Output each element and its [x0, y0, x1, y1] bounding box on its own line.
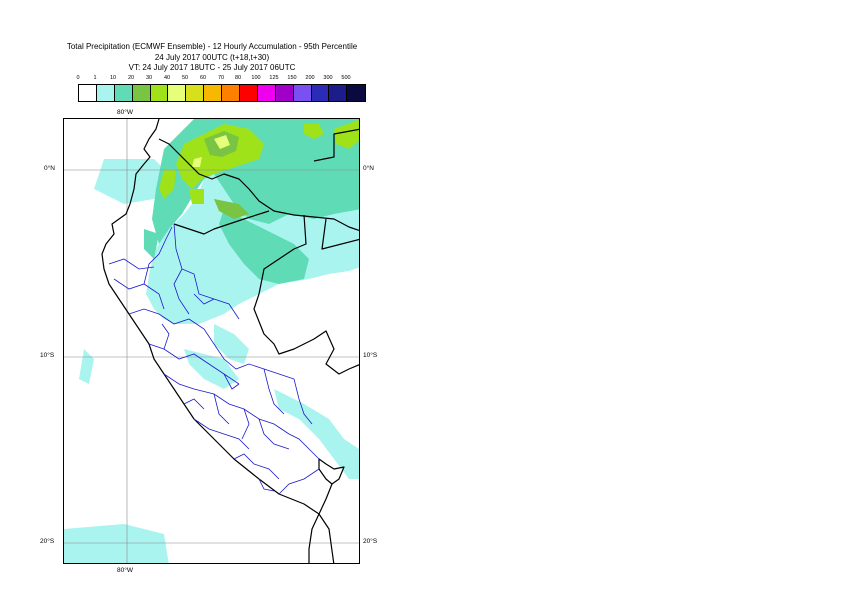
- legend-tick: 1: [93, 75, 97, 81]
- lat-label-left-20s: 20°S: [40, 538, 55, 545]
- title-line-2: 24 July 2017 00UTC (t+18,t+30): [154, 52, 270, 62]
- lat-label-right-20s: 20°S: [363, 538, 378, 545]
- legend-tick-labels: 0 1 10 20 30 40 50 60 70 80 100 125 150 …: [0, 75, 842, 85]
- legend-tick: 50: [181, 75, 189, 81]
- legend-swatch: [114, 85, 133, 101]
- legend-swatch: [329, 85, 348, 101]
- legend-tick: 80: [234, 75, 242, 81]
- legend-tick: 0: [76, 75, 80, 81]
- legend-tick: 20: [127, 75, 135, 81]
- map-title: Total Precipitation (ECMWF Ensemble) - 1…: [0, 42, 424, 74]
- legend-swatch: [204, 85, 223, 101]
- legend-tick: 40: [163, 75, 171, 81]
- legend-swatch: [240, 85, 258, 101]
- legend-tick: 200: [305, 75, 315, 81]
- legend-tick: 150: [287, 75, 297, 81]
- title-line-1: Total Precipitation (ECMWF Ensemble) - 1…: [66, 42, 358, 51]
- legend-swatch: [293, 85, 312, 101]
- regional-boundaries: [108, 223, 320, 495]
- lat-label-left-10s: 10°S: [40, 352, 55, 359]
- legend-tick: 300: [323, 75, 333, 81]
- legend-tick: 30: [145, 75, 153, 81]
- legend-swatch: [222, 85, 241, 101]
- precip-50-60-areas: [192, 135, 230, 167]
- legend-swatch: [132, 85, 151, 101]
- legend-tick: 125: [269, 75, 279, 81]
- title-line-3: VT: 24 July 2017 18UTC - 25 July 2017 06…: [128, 63, 296, 72]
- precipitation-map: 0°N: [63, 118, 360, 564]
- legend-swatch: [150, 85, 169, 101]
- lat-label-right-0n: 0°N: [363, 165, 374, 172]
- legend-swatch: [79, 85, 97, 101]
- lat-label-right-10s: 10°S: [363, 352, 378, 359]
- legend-tick: 100: [251, 75, 261, 81]
- lat-label-left-0n: 0°N: [44, 165, 55, 172]
- lon-label-top: 80°W: [117, 109, 133, 116]
- legend-swatch: [96, 85, 115, 101]
- color-legend: [78, 84, 367, 102]
- legend-swatch: [257, 85, 276, 101]
- map-canvas: [64, 119, 359, 563]
- legend-swatch: [275, 85, 294, 101]
- legend-swatch: [347, 85, 366, 101]
- lon-label-bottom: 80°W: [117, 567, 133, 574]
- legend-swatch: [168, 85, 187, 101]
- legend-swatch: [311, 85, 330, 101]
- legend-swatch: [186, 85, 205, 101]
- graticule-lines: [64, 119, 359, 563]
- legend-tick: 500: [341, 75, 351, 81]
- legend-tick: 10: [109, 75, 117, 81]
- legend-tick: 60: [199, 75, 207, 81]
- legend-tick: 70: [217, 75, 225, 81]
- coastline-and-borders: [101, 119, 359, 563]
